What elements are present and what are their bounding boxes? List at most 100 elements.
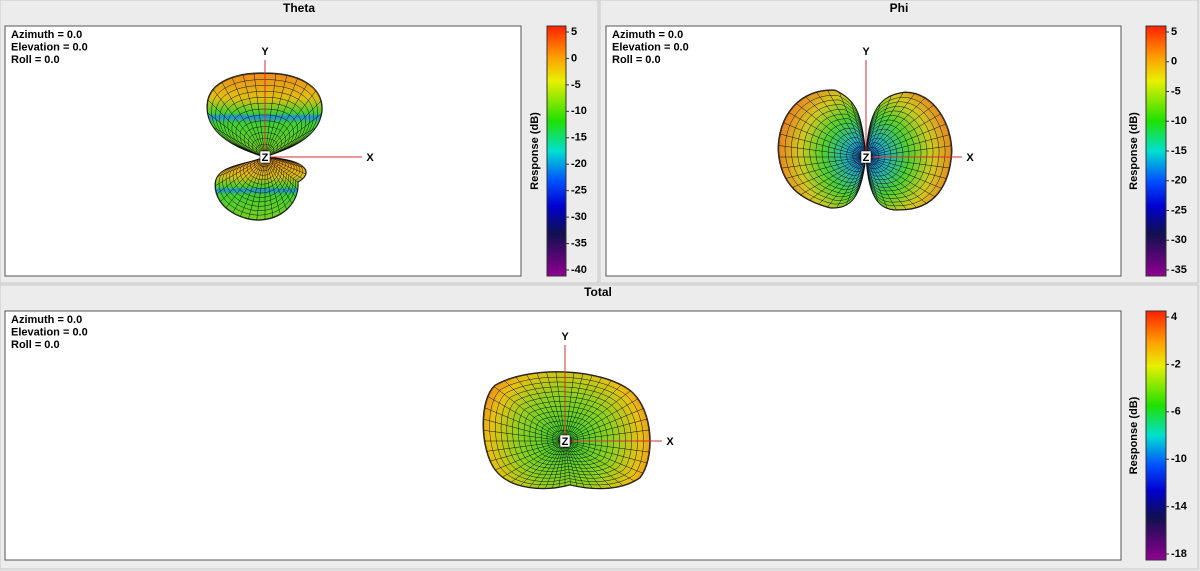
colorbar-tick-label: -18	[1171, 548, 1187, 560]
mesh-ring	[535, 416, 595, 458]
mesh-ring	[828, 128, 866, 179]
mesh-line	[264, 72, 323, 158]
mesh-line	[525, 440, 566, 489]
mesh-line	[564, 440, 623, 489]
mesh-line	[489, 440, 566, 489]
mesh-ring	[822, 123, 866, 182]
mesh-ring	[866, 106, 933, 198]
mesh-ring	[866, 147, 879, 165]
mesh-ring	[797, 105, 866, 197]
x-axis-label: X	[966, 152, 974, 164]
mesh-line	[865, 156, 942, 211]
view-info: Elevation = 0.0	[11, 326, 88, 338]
colorbar-tick-label: -20	[1171, 175, 1187, 187]
mesh-line	[778, 117, 867, 158]
colorbar	[1145, 25, 1167, 277]
mesh-line	[865, 156, 952, 177]
mesh-line	[778, 156, 867, 211]
colorbar-tick-label: -10	[1171, 453, 1187, 465]
mesh-line	[865, 89, 952, 158]
z-axis-box	[860, 150, 872, 164]
mesh-line	[264, 72, 323, 158]
mesh-line	[865, 156, 952, 211]
mesh-line	[206, 72, 266, 158]
mesh-line	[264, 72, 323, 158]
mesh-ring	[866, 143, 885, 169]
mesh-line	[865, 156, 906, 211]
mesh-line	[482, 421, 566, 442]
mesh-ring	[541, 421, 590, 455]
mesh-line	[865, 89, 924, 158]
mesh-line	[245, 156, 266, 221]
mesh-line	[264, 72, 323, 158]
view-info: Roll = 0.0	[11, 339, 60, 351]
mesh-line	[865, 156, 924, 211]
mesh-line	[778, 137, 867, 158]
x-axis-label: X	[366, 152, 374, 164]
mesh-line	[207, 72, 266, 158]
mesh-ring	[866, 125, 909, 184]
mesh-ring	[490, 377, 644, 485]
mesh-line	[264, 72, 305, 158]
view-info: Azimuth = 0.0	[612, 29, 683, 41]
mesh-line	[564, 421, 651, 442]
mesh-ring	[866, 93, 951, 210]
mesh-line	[489, 371, 566, 442]
mesh-line	[206, 156, 266, 221]
z-axis-box	[259, 150, 271, 164]
mesh-line	[206, 72, 266, 158]
mesh-line	[264, 156, 285, 221]
mesh-line	[225, 156, 266, 221]
colorbar-label: Response (dB)	[1128, 396, 1140, 474]
colorbar-tick-label: 5	[1171, 26, 1177, 38]
view-info: Azimuth = 0.0	[11, 314, 82, 326]
colorbar-tick-label: -25	[1171, 204, 1187, 216]
mesh-ring	[866, 138, 891, 172]
colorbar-tick-label: -10	[571, 105, 587, 117]
colorbar-tick-label: -35	[571, 237, 587, 249]
mesh-line	[264, 156, 323, 221]
x-axis-label: X	[666, 436, 674, 448]
colorbar-tick-label: -20	[571, 158, 587, 170]
mesh-line	[778, 156, 867, 211]
mesh-line	[865, 89, 906, 158]
mesh-line	[564, 440, 641, 489]
mesh-line	[865, 156, 952, 211]
mesh-line	[206, 156, 266, 215]
view-info: Elevation = 0.0	[612, 41, 689, 53]
colorbar-tick-label: -40	[571, 264, 587, 276]
mesh-ring	[810, 114, 866, 190]
view-info: Elevation = 0.0	[11, 41, 88, 53]
mesh-ring	[866, 111, 927, 195]
mesh-ring	[866, 129, 903, 180]
mesh-line	[525, 371, 566, 442]
colorbar-tick-label: -2	[1171, 358, 1181, 370]
mesh-ring	[237, 157, 289, 193]
mesh-line	[865, 156, 952, 211]
panel-title: Phi	[890, 1, 909, 15]
mesh-line	[808, 156, 867, 211]
mesh-line	[778, 89, 867, 158]
mesh-ring	[530, 411, 602, 461]
mesh-ring	[226, 157, 297, 206]
mesh-ring	[791, 100, 866, 201]
mesh-ring	[251, 157, 277, 175]
mesh-line	[507, 440, 566, 489]
panel-title: Theta	[283, 1, 315, 15]
mesh-ring	[553, 431, 578, 449]
mesh-ring	[866, 102, 939, 202]
mesh-line	[564, 440, 651, 489]
mesh-line	[207, 156, 266, 221]
mesh-line	[564, 440, 585, 489]
mesh-line	[865, 89, 952, 158]
colorbar-tick-label: -15	[1171, 145, 1187, 157]
mesh-line	[865, 156, 952, 211]
mesh-ring	[785, 95, 866, 204]
mesh-line	[790, 89, 867, 158]
view-info: Roll = 0.0	[612, 54, 661, 66]
mesh-line	[564, 371, 651, 442]
colorbar-tick-label: -30	[1171, 234, 1187, 246]
mesh-ring	[804, 109, 866, 193]
mesh-line	[778, 156, 867, 197]
colorbar-tick-label: -6	[1171, 406, 1181, 418]
